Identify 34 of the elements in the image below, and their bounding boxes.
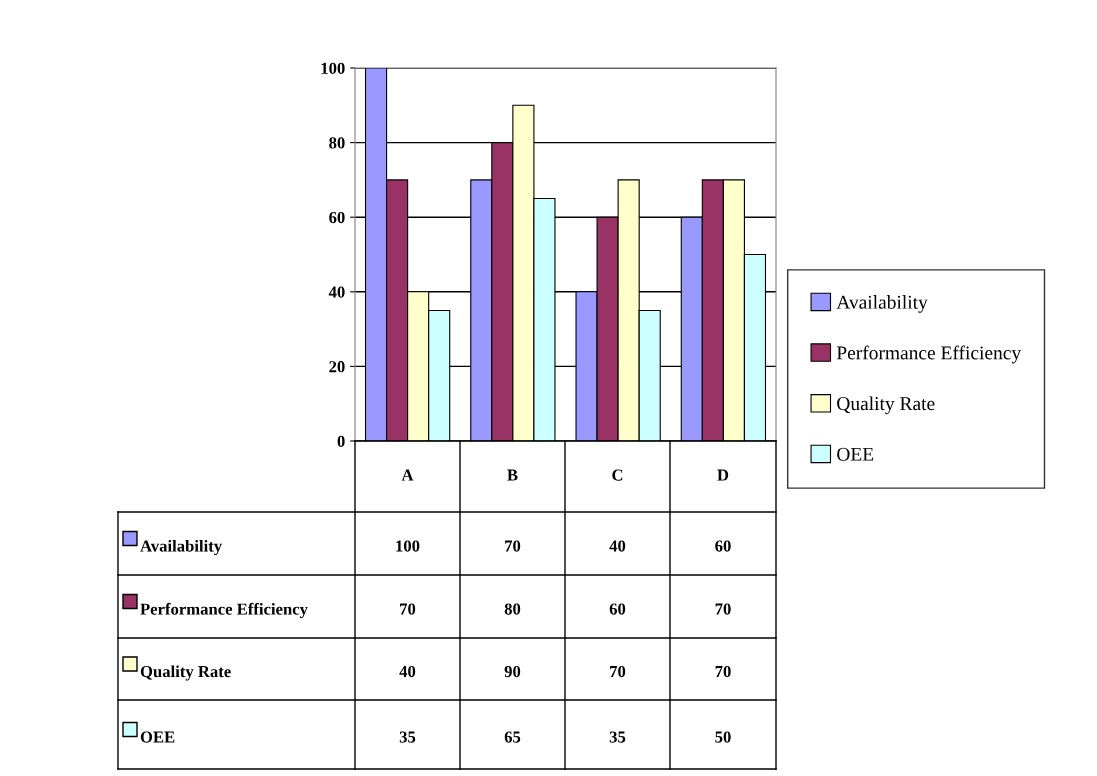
data-label: 40 <box>399 665 416 678</box>
y-tick-label: 40 <box>328 286 345 298</box>
x-tick-label: A <box>401 469 414 481</box>
data-label: 90 <box>504 665 521 678</box>
legend-label: OEE <box>837 447 874 461</box>
data-label: 60 <box>609 603 626 615</box>
text: Quality Rate <box>140 665 231 681</box>
data-label: 50 <box>715 731 731 743</box>
y-tick-label: 80 <box>329 137 345 149</box>
y-tick-label: 0 <box>337 435 345 447</box>
legend-label: Quality Rate <box>837 396 935 415</box>
data-label: 40 <box>609 540 626 552</box>
y-tick-label: 20 <box>329 361 345 373</box>
legend-label: Performance Efficiency <box>836 345 1022 364</box>
text: Performance Efficiency <box>140 602 308 619</box>
data-label: 35 <box>399 731 416 743</box>
x-tick-label: D <box>717 469 729 481</box>
data-label: 70 <box>505 540 521 552</box>
data-label: 35 <box>609 731 626 743</box>
text: OEE <box>140 731 175 743</box>
data-label: 80 <box>504 603 521 615</box>
data-label: 70 <box>610 665 626 678</box>
y-tick-label: 60 <box>329 211 345 224</box>
text: Availability <box>140 539 222 556</box>
data-label: 70 <box>400 603 416 615</box>
data-label: 60 <box>715 540 731 552</box>
legend-label: Availability <box>836 295 928 313</box>
data-label: 100 <box>396 540 420 552</box>
data-label: 65 <box>504 731 521 743</box>
x-tick-label: C <box>612 469 623 481</box>
y-tick-label: 100 <box>321 62 345 74</box>
x-tick-label: B <box>507 469 518 481</box>
data-label: 70 <box>715 665 731 678</box>
data-label: 70 <box>715 603 731 615</box>
